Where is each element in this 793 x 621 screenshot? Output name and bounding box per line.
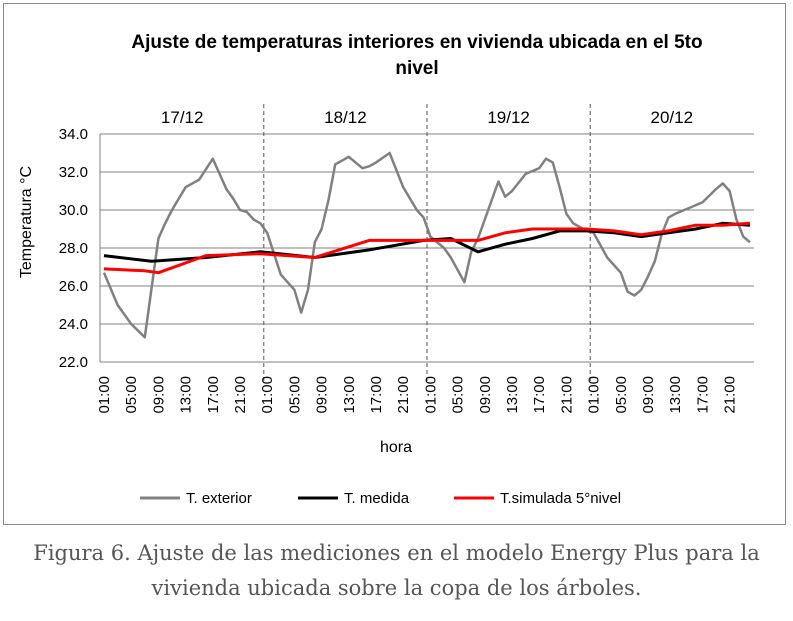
x-tick-label: 13:00 [341,376,358,414]
y-axis-label: Temperatura °C [18,166,35,278]
chart-frame: Ajuste de temperaturas interiores en viv… [3,3,786,525]
x-tick-label: 05:00 [450,376,467,414]
y-tick-label: 26.0 [59,278,88,295]
legend: T. exterior T. medida T.simulada 5°nivel [140,490,621,507]
x-tick-label: 21:00 [558,376,575,414]
x-tick-label: 21:00 [395,376,412,414]
day-labels: 17/12 18/12 19/12 20/12 [161,108,693,127]
legend-label-simulada: T.simulada 5°nivel [500,490,621,507]
legend-label-exterior: T. exterior [186,490,252,507]
x-tick-label: 21:00 [232,376,249,414]
y-tick-label: 28.0 [59,240,88,257]
figure-caption: Figura 6. Ajuste de las mediciones en el… [0,536,793,606]
x-tick-label: 13:00 [504,376,521,414]
x-tick-label: 17:00 [531,376,548,414]
x-tick-label: 13:00 [178,376,195,414]
day-label: 17/12 [161,108,204,127]
x-tick-label: 17:00 [368,376,385,414]
series-line-exterior [102,151,751,339]
x-tick-label: 01:00 [96,376,113,414]
x-tick-label: 13:00 [667,376,684,414]
x-axis-label: hora [380,439,412,456]
series-line-simulada [103,221,751,275]
legend-label-medida: T. medida [344,490,410,507]
x-tick-label: 01:00 [259,376,276,414]
day-separators [263,104,591,382]
x-tick-label: 17:00 [205,376,222,414]
x-tick-label: 01:00 [422,376,439,414]
caption-line-1: Figura 6. Ajuste de las mediciones en el… [33,541,760,565]
series-line-medida [103,221,751,263]
x-tick-label: 09:00 [150,376,167,414]
x-tick-label: 17:00 [694,376,711,414]
day-label: 18/12 [324,108,367,127]
chart-title-line-1: Ajuste de temperaturas interiores en viv… [131,32,702,53]
day-label: 19/12 [487,108,530,127]
series-lines [102,151,751,339]
y-tick-labels: 34.0 32.0 30.0 28.0 26.0 24.0 22.0 [59,126,88,371]
x-tick-label: 01:00 [586,376,603,414]
y-tick-label: 34.0 [59,126,88,143]
x-tick-label: 09:00 [314,376,331,414]
chart-title-line-2: nivel [395,58,438,79]
x-tick-labels: 01:00 05:00 09:00 13:00 17:00 21:00 01:00 05:00… [96,376,739,414]
x-tick-label: 09:00 [640,376,657,414]
x-tick-label: 05:00 [286,376,303,414]
x-tick-label: 09:00 [477,376,494,414]
day-label: 20/12 [651,108,694,127]
x-tick-label: 05:00 [123,376,140,414]
y-tick-label: 32.0 [59,164,88,181]
x-tick-label: 21:00 [722,376,739,414]
y-tick-label: 22.0 [59,354,88,371]
y-tick-label: 24.0 [59,316,88,333]
temperature-chart: Ajuste de temperaturas interiores en viv… [18,32,754,507]
caption-line-2: vivienda ubicada sobre la copa de los ár… [151,576,642,600]
x-tick-label: 05:00 [613,376,630,414]
y-tick-label: 30.0 [59,202,88,219]
